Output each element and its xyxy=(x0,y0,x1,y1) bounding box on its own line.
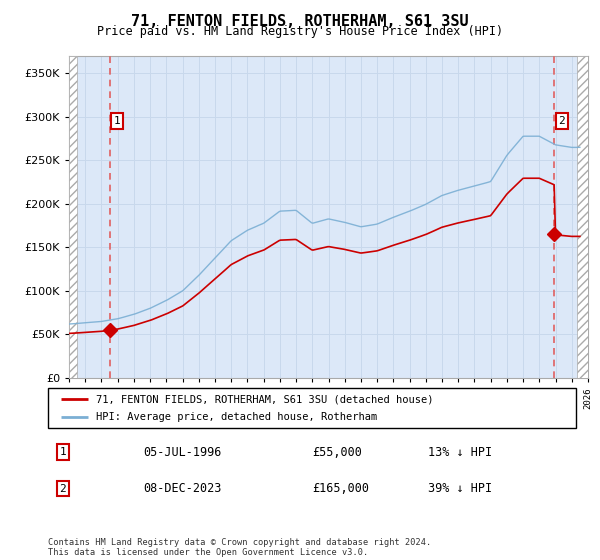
Text: 05-JUL-1996: 05-JUL-1996 xyxy=(143,446,221,459)
Text: £165,000: £165,000 xyxy=(312,482,369,495)
Text: Contains HM Land Registry data © Crown copyright and database right 2024.
This d: Contains HM Land Registry data © Crown c… xyxy=(48,538,431,557)
Text: 39% ↓ HPI: 39% ↓ HPI xyxy=(428,482,492,495)
Text: 13% ↓ HPI: 13% ↓ HPI xyxy=(428,446,492,459)
Text: 71, FENTON FIELDS, ROTHERHAM, S61 3SU (detached house): 71, FENTON FIELDS, ROTHERHAM, S61 3SU (d… xyxy=(95,394,433,404)
Text: 1: 1 xyxy=(59,447,66,457)
Text: 2: 2 xyxy=(559,116,565,126)
Text: 1: 1 xyxy=(113,116,121,126)
Bar xyxy=(577,56,588,378)
Text: 71, FENTON FIELDS, ROTHERHAM, S61 3SU: 71, FENTON FIELDS, ROTHERHAM, S61 3SU xyxy=(131,14,469,29)
Text: 2: 2 xyxy=(59,484,66,493)
Text: £55,000: £55,000 xyxy=(312,446,362,459)
Bar xyxy=(69,56,77,378)
Text: 08-DEC-2023: 08-DEC-2023 xyxy=(143,482,221,495)
Text: Price paid vs. HM Land Registry's House Price Index (HPI): Price paid vs. HM Land Registry's House … xyxy=(97,25,503,38)
FancyBboxPatch shape xyxy=(48,388,576,428)
Text: HPI: Average price, detached house, Rotherham: HPI: Average price, detached house, Roth… xyxy=(95,412,377,422)
